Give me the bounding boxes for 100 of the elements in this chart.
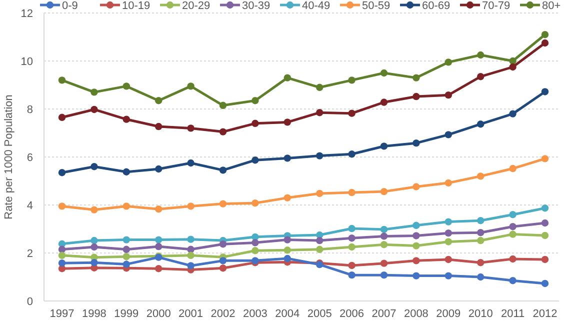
point bbox=[284, 118, 291, 126]
x-tick-label: 2003 bbox=[242, 308, 268, 320]
legend-label: 50-59 bbox=[362, 0, 390, 12]
point bbox=[477, 172, 484, 180]
point bbox=[380, 98, 388, 106]
y-tick-label: 12 bbox=[20, 8, 33, 20]
point bbox=[477, 229, 484, 236]
point bbox=[444, 58, 452, 66]
point bbox=[348, 271, 356, 279]
point bbox=[509, 255, 516, 263]
point bbox=[284, 194, 291, 202]
x-tick-label: 2011 bbox=[500, 308, 525, 320]
point bbox=[187, 202, 194, 210]
x-tick-label: 2007 bbox=[372, 308, 396, 320]
point bbox=[252, 247, 259, 254]
point bbox=[348, 234, 356, 242]
point bbox=[380, 241, 388, 248]
point bbox=[90, 236, 98, 244]
y-axis-title: Rate per 1000 Population bbox=[3, 94, 15, 220]
point bbox=[444, 91, 452, 99]
point bbox=[316, 84, 324, 91]
point bbox=[155, 236, 162, 244]
point bbox=[477, 51, 484, 59]
point bbox=[380, 226, 388, 234]
point bbox=[58, 114, 66, 121]
point bbox=[316, 190, 324, 198]
point bbox=[187, 252, 194, 259]
point bbox=[284, 74, 291, 82]
point bbox=[541, 219, 549, 227]
point bbox=[122, 253, 130, 260]
x-tick-label: 2005 bbox=[307, 308, 332, 320]
point bbox=[90, 88, 98, 96]
legend-label: 60-69 bbox=[422, 0, 450, 12]
point bbox=[252, 97, 259, 104]
point bbox=[412, 74, 420, 82]
y-tick-label: 10 bbox=[20, 56, 33, 68]
point bbox=[58, 259, 66, 267]
point bbox=[122, 82, 130, 90]
point bbox=[541, 88, 549, 96]
point bbox=[541, 232, 549, 240]
point bbox=[412, 139, 420, 147]
point bbox=[509, 211, 516, 218]
point bbox=[380, 69, 388, 77]
legend-label: 10-19 bbox=[122, 0, 150, 12]
point bbox=[412, 183, 420, 190]
point bbox=[219, 240, 227, 248]
point bbox=[90, 243, 98, 251]
x-tick-label: 2001 bbox=[178, 308, 204, 320]
point bbox=[348, 76, 356, 84]
x-tick-label: 1999 bbox=[114, 308, 139, 320]
point bbox=[541, 280, 549, 288]
point bbox=[477, 217, 484, 224]
point bbox=[187, 262, 194, 270]
point bbox=[444, 218, 452, 226]
legend-label: 70-79 bbox=[482, 0, 510, 12]
point bbox=[380, 232, 388, 240]
point bbox=[187, 124, 194, 132]
point bbox=[122, 260, 130, 268]
point bbox=[477, 273, 484, 281]
point bbox=[348, 150, 356, 158]
point bbox=[252, 239, 259, 246]
x-tick-label: 2012 bbox=[532, 308, 558, 320]
point bbox=[444, 272, 452, 280]
point bbox=[380, 142, 388, 150]
point bbox=[187, 246, 194, 253]
point bbox=[477, 73, 484, 80]
point bbox=[58, 169, 66, 176]
x-tick-label: 2004 bbox=[275, 308, 300, 320]
point bbox=[122, 246, 130, 253]
point bbox=[412, 257, 420, 264]
point bbox=[252, 156, 259, 164]
point bbox=[316, 152, 324, 160]
point bbox=[58, 252, 66, 259]
point bbox=[155, 242, 162, 250]
legend-label: 30-39 bbox=[242, 0, 270, 12]
point bbox=[509, 223, 516, 230]
point bbox=[90, 206, 98, 214]
point bbox=[348, 243, 356, 251]
point bbox=[284, 154, 291, 162]
point bbox=[477, 120, 484, 128]
legend-label: 80+ bbox=[542, 0, 561, 12]
point bbox=[412, 92, 420, 100]
point bbox=[155, 165, 162, 173]
point bbox=[509, 57, 516, 65]
point bbox=[541, 155, 549, 162]
point bbox=[509, 230, 516, 238]
point bbox=[444, 229, 452, 237]
point bbox=[122, 116, 130, 123]
x-tick-label: 2008 bbox=[404, 308, 428, 320]
point bbox=[58, 246, 66, 253]
point bbox=[252, 199, 259, 207]
point bbox=[380, 260, 388, 267]
y-tick-label: 6 bbox=[26, 152, 33, 164]
point bbox=[380, 271, 388, 279]
point bbox=[219, 257, 227, 264]
point bbox=[219, 200, 227, 208]
point bbox=[444, 256, 452, 264]
x-tick-label: 2000 bbox=[146, 308, 171, 320]
point bbox=[90, 259, 98, 266]
y-tick-label: 0 bbox=[26, 296, 33, 308]
